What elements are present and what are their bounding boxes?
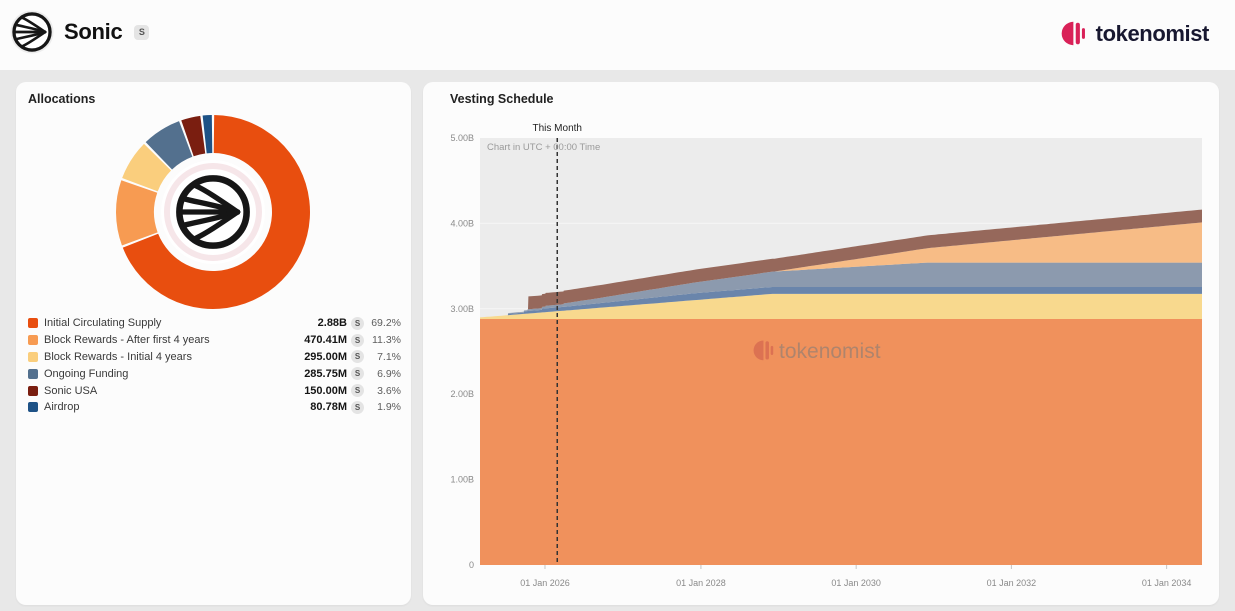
area-series-5[interactable] [480, 209, 1202, 318]
legend-swatch [28, 335, 38, 346]
token-symbol-badge: S [351, 384, 364, 398]
utc-note: Chart in UTC + 00:00 Time [487, 142, 600, 153]
donut-slice[interactable] [181, 115, 206, 157]
legend-label: Ongoing Funding [44, 367, 129, 380]
y-axis-label: 5.00B [450, 133, 474, 143]
area-series-1[interactable] [480, 293, 1202, 319]
legend-value: 295.00M [304, 350, 347, 363]
donut-slice[interactable] [122, 115, 310, 310]
legend-item[interactable]: Sonic USA 150.00M S 3.6% [28, 382, 401, 399]
legend-label: Airdrop [44, 401, 80, 414]
area-series-4[interactable] [480, 222, 1202, 318]
x-axis-label: 01 Jan 2032 [987, 578, 1037, 588]
legend-percent: 6.9% [377, 367, 401, 380]
legend-percent: 69.2% [371, 317, 401, 330]
watermark: tokenomist [753, 340, 881, 363]
token-symbol-badge: S [351, 400, 364, 414]
legend-value: 470.41M [304, 334, 347, 347]
legend-percent: 3.6% [377, 384, 401, 397]
sonic-center-logo-icon [176, 175, 250, 249]
legend-percent: 1.9% [377, 401, 401, 414]
area-series-2[interactable] [480, 287, 1202, 318]
legend-swatch [28, 318, 38, 329]
vesting-panel: Vesting Schedule 5.00B 4.00B 3.00B 2.00B 1.0… [423, 82, 1219, 605]
allocations-panel: Allocations Initial Circulating Supply 2.… [16, 82, 411, 605]
donut-slice[interactable] [202, 115, 213, 154]
legend-item[interactable]: Ongoing Funding 285.75M S 6.9% [28, 365, 401, 382]
donut-slice[interactable] [145, 121, 193, 170]
app-identity: Sonic S [10, 10, 150, 54]
token-symbol-badge: S [351, 350, 364, 364]
this-month-label: This Month [533, 123, 582, 134]
x-axis-label: 01 Jan 2026 [520, 578, 570, 588]
x-axis-label: 01 Jan 2034 [1142, 578, 1192, 588]
vesting-title: Vesting Schedule [450, 92, 554, 106]
legend-percent: 7.1% [377, 350, 401, 363]
legend-item[interactable]: Airdrop 80.78M S 1.9% [28, 399, 401, 416]
x-axis-label: 01 Jan 2028 [676, 578, 726, 588]
legend-value: 285.75M [304, 367, 347, 380]
legend-item[interactable]: Block Rewards - Initial 4 years 295.00M S 7… [28, 349, 401, 366]
tokenomist-icon [1061, 21, 1085, 46]
legend-swatch [28, 402, 38, 413]
legend-label: Block Rewards - Initial 4 years [44, 350, 192, 363]
token-symbol-badge: S [351, 333, 364, 347]
area-series-3[interactable] [480, 262, 1202, 318]
watermark-text: tokenomist [779, 340, 881, 363]
legend-swatch [28, 368, 38, 379]
app-title: Sonic [64, 19, 123, 44]
vesting-chart[interactable]: 5.00B 4.00B 3.00B 2.00B 1.00B 0 01 Jan 2026 01 … [423, 82, 1219, 605]
legend-value: 80.78M [310, 401, 347, 414]
legend-item[interactable]: Initial Circulating Supply 2.88B S 69.2% [28, 315, 401, 332]
y-axis-label: 4.00B [450, 218, 474, 228]
legend-swatch [28, 351, 38, 362]
legend-item[interactable]: Block Rewards - After first 4 years 470.4… [28, 332, 401, 349]
legend-label: Sonic USA [44, 384, 98, 397]
app-header: Sonic S tokenomist [0, 0, 1235, 70]
brand-wordmark: tokenomist [1095, 20, 1210, 46]
token-symbol-badge: S [351, 316, 364, 330]
legend-value: 150.00M [304, 384, 347, 397]
y-axis-label: 0 [469, 560, 474, 570]
token-symbol-badge: S [351, 367, 364, 381]
allocations-donut-chart[interactable] [16, 82, 411, 312]
legend-label: Initial Circulating Supply [44, 317, 162, 330]
allocations-legend: Initial Circulating Supply 2.88B S 69.2% Blo… [28, 315, 401, 416]
donut-slice[interactable] [115, 180, 158, 246]
y-axis-label: 2.00B [450, 389, 474, 399]
allocations-title: Allocations [28, 92, 96, 106]
donut-slice[interactable] [122, 143, 172, 192]
token-symbol-badge: S [134, 24, 150, 40]
area-series-0[interactable] [480, 319, 1202, 565]
legend-label: Block Rewards - After first 4 years [44, 334, 210, 347]
brand-link[interactable]: tokenomist [1061, 20, 1209, 47]
sonic-logo-icon [10, 10, 54, 54]
y-axis-label: 3.00B [450, 304, 474, 314]
legend-value: 2.88B [317, 317, 347, 330]
y-axis-label: 1.00B [450, 475, 474, 485]
legend-percent: 11.3% [372, 334, 401, 347]
x-axis-label: 01 Jan 2030 [831, 578, 881, 588]
legend-swatch [28, 385, 38, 396]
